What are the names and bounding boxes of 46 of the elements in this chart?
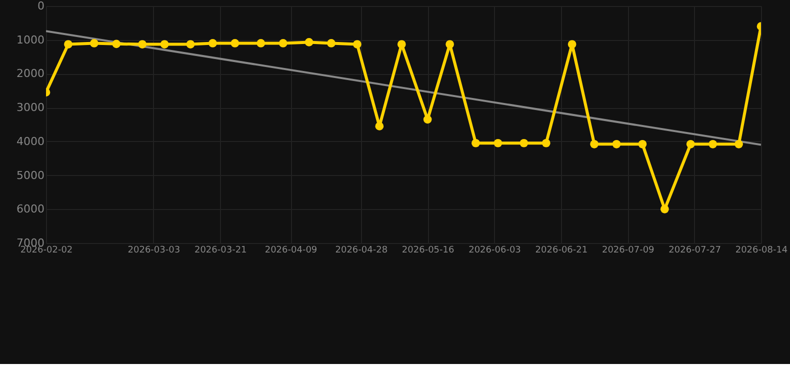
point	[542, 138, 550, 148]
x-tick-label: 2026-07-27	[668, 246, 721, 256]
point	[353, 40, 362, 48]
point	[638, 140, 647, 148]
point	[568, 40, 576, 48]
point	[278, 39, 288, 48]
x-tick-label: 2026-05-16	[402, 246, 454, 256]
x-tick-label: 2026-06-21	[535, 246, 588, 256]
point	[230, 39, 240, 48]
point	[397, 40, 406, 48]
y-tick-label: 1000	[16, 33, 44, 46]
point	[494, 138, 502, 148]
point	[208, 39, 217, 48]
point	[186, 40, 195, 48]
x-tick-label: 2026-03-03	[128, 246, 180, 256]
point	[520, 138, 528, 148]
point	[734, 140, 743, 148]
point	[612, 140, 621, 148]
x-tick-label: 2026-08-14	[735, 246, 788, 256]
y-tick-label: 2000	[16, 67, 44, 80]
point	[138, 40, 147, 48]
point	[590, 140, 598, 148]
x-tick-label: 2026-04-28	[335, 246, 388, 256]
point	[327, 39, 336, 48]
point	[112, 40, 121, 48]
x-tick-label: 2026-07-09	[602, 246, 655, 256]
point	[446, 40, 454, 48]
point	[472, 138, 480, 148]
point	[64, 40, 72, 48]
x-tick-label: 2026-02-02	[20, 246, 73, 256]
point	[256, 39, 266, 48]
x-tick-label: 2026-03-21	[194, 246, 247, 256]
point	[423, 115, 432, 124]
point	[304, 38, 314, 46]
point	[375, 122, 384, 130]
y-tick-label: 6000	[16, 202, 44, 216]
point	[708, 140, 718, 148]
y-tick-label: 3000	[16, 101, 44, 114]
point	[90, 39, 98, 48]
point	[686, 140, 695, 148]
point	[160, 40, 169, 48]
x-tick-label: 2026-04-09	[264, 246, 318, 256]
x-tick-label: 2026-06-03	[468, 246, 521, 256]
y-tick-label: 5000	[16, 168, 44, 182]
y-tick-label: 0	[38, 0, 44, 12]
y-tick-label: 4000	[16, 134, 44, 148]
